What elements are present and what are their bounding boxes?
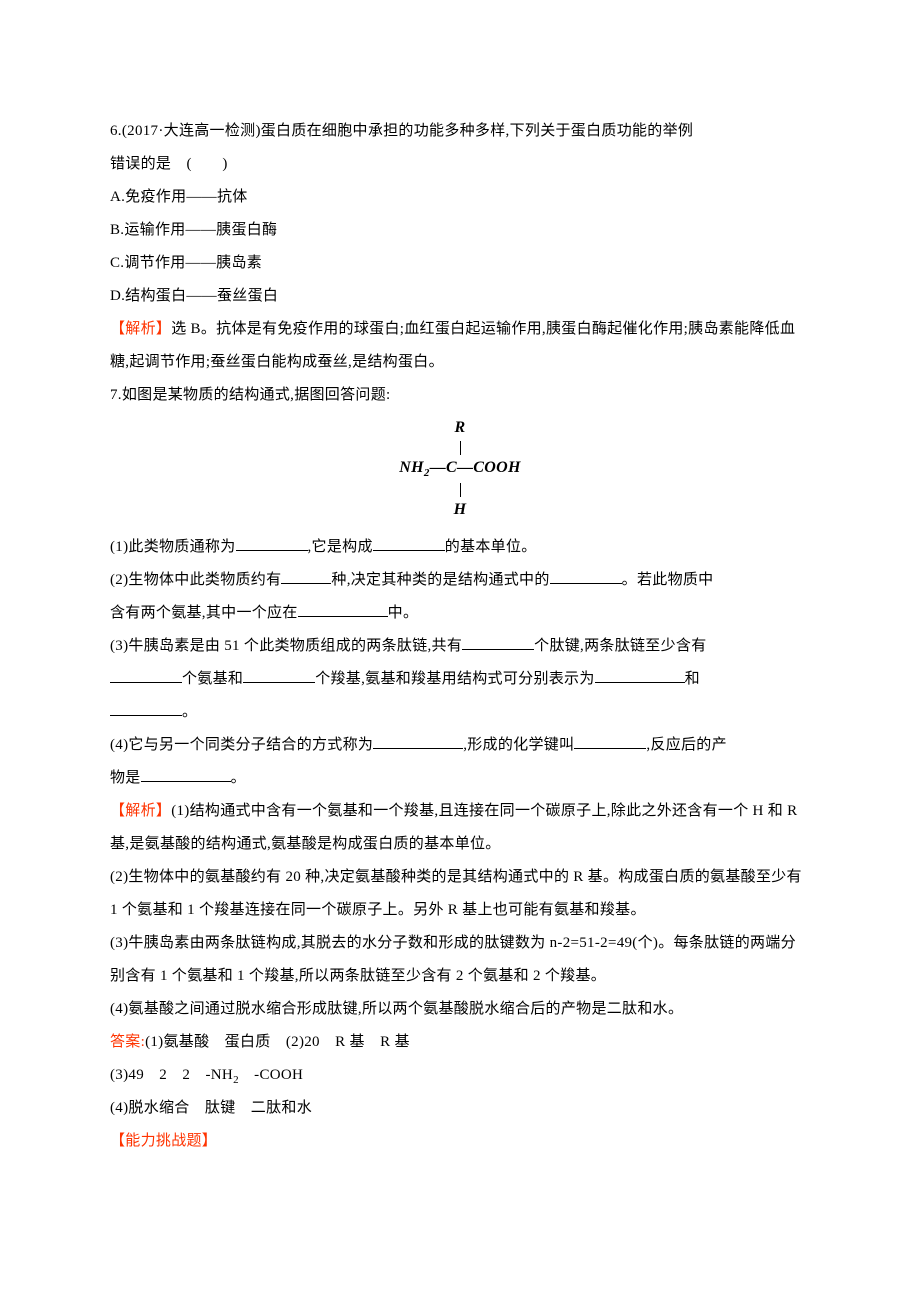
blank (462, 634, 534, 650)
q7-part3-line3: 。 (110, 696, 810, 729)
q7-part4-line1: (4)它与另一个同类分子结合的方式称为 ,形成的化学键叫 ,反应后的产 (110, 729, 810, 762)
formula-cooh: —COOH (457, 459, 521, 476)
q7-answer-1: 答案:(1)氨基酸 蛋白质 (2)20 R 基 R 基 (110, 1026, 810, 1059)
q7-p2-c: 。若此物质中 (622, 572, 714, 588)
blank (281, 568, 331, 584)
q7-explanation-1: 【解析】(1)结构通式中含有一个氨基和一个羧基,且连接在同一个碳原子上,除此之外… (110, 795, 810, 861)
q7-part2-line1: (2)生物体中此类物质约有 种,决定其种类的是结构通式中的 。若此物质中 (110, 564, 810, 597)
q7-part1: (1)此类物质通称为 ,它是构成 的基本单位。 (110, 531, 810, 564)
q7-answer-label: 答案: (110, 1034, 145, 1050)
q7-explanation-3: (3)牛胰岛素由两条肽链构成,其脱去的水分子数和形成的肽键数为 n-2=51-2… (110, 927, 810, 993)
blank (373, 733, 463, 749)
q7-p3-f: 。 (182, 704, 197, 720)
q7-p3-c: 个氨基和 (182, 671, 243, 687)
challenge-label: 【能力挑战题】 (110, 1133, 217, 1149)
formula-top: R (110, 418, 810, 439)
q7-p2-b: 种,决定其种类的是结构通式中的 (331, 572, 549, 588)
q7-p1-b: ,它是构成 (308, 539, 373, 555)
blank (243, 667, 315, 683)
formula-c: C (446, 459, 457, 476)
q7-p3-b: 个肽键,两条肽链至少含有 (534, 638, 706, 654)
formula-mid: NH2—C—COOH (110, 458, 810, 480)
q6-option-d: D.结构蛋白——蚕丝蛋白 (110, 280, 810, 313)
blank (141, 766, 231, 782)
q7-ans1-body: (1)氨基酸 蛋白质 (2)20 R 基 R 基 (145, 1034, 410, 1050)
q7-p2-d: 含有两个氨基,其中一个应在 (110, 605, 298, 621)
formula-bar-top (110, 439, 810, 459)
formula-bar-bot (110, 481, 810, 501)
q7-part3-line2: 个氨基和 个羧基,氨基和羧基用结构式可分别表示为 和 (110, 663, 810, 696)
q6-option-a: A.免疫作用——抗体 (110, 181, 810, 214)
blank (595, 667, 685, 683)
q7-p3-d: 个羧基,氨基和羧基用结构式可分别表示为 (315, 671, 594, 687)
q6-stem-line1: 6.(2017·大连高一检测)蛋白质在细胞中承担的功能多种多样,下列关于蛋白质功… (110, 115, 810, 148)
q7-p1-c: 的基本单位。 (445, 539, 537, 555)
q7-p4-a: (4)它与另一个同类分子结合的方式称为 (110, 737, 373, 753)
q7-p3-a: (3)牛胰岛素是由 51 个此类物质组成的两条肽链,共有 (110, 638, 462, 654)
q7-part3-line1: (3)牛胰岛素是由 51 个此类物质组成的两条肽链,共有 个肽键,两条肽链至少含有 (110, 630, 810, 663)
q6-option-b: B.运输作用——胰蛋白酶 (110, 214, 810, 247)
blank (298, 601, 388, 617)
q7-ans2-b: -COOH (239, 1067, 303, 1083)
q7-explanation-4: (4)氨基酸之间通过脱水缩合形成肽键,所以两个氨基酸脱水缩合后的产物是二肽和水。 (110, 993, 810, 1026)
blank (373, 535, 445, 551)
q7-p3-e: 和 (685, 671, 700, 687)
q6-option-c: C.调节作用——胰岛素 (110, 247, 810, 280)
q7-part2-line2: 含有两个氨基,其中一个应在 中。 (110, 597, 810, 630)
q7-part4-line2: 物是 。 (110, 762, 810, 795)
formula-dash1: — (430, 459, 446, 476)
q7-p2-e: 中。 (388, 605, 419, 621)
blank (550, 568, 622, 584)
q7-p2-a: (2)生物体中此类物质约有 (110, 572, 281, 588)
challenge-heading: 【能力挑战题】 (110, 1125, 810, 1158)
q6-explanation-body: 选 B。抗体是有免疫作用的球蛋白;血红蛋白起运输作用,胰蛋白酶起催化作用;胰岛素… (110, 321, 795, 370)
q7-ans2-a: (3)49 2 2 -NH (110, 1067, 233, 1083)
formula-nh: NH (399, 459, 424, 476)
q6-stem-line2: 错误的是 ( ) (110, 148, 810, 181)
q7-explanation-label: 【解析】 (110, 803, 171, 819)
formula-bot: H (110, 500, 810, 521)
q7-p1-a: (1)此类物质通称为 (110, 539, 236, 555)
q7-answer-2: (3)49 2 2 -NH2 -COOH (110, 1059, 810, 1092)
blank (574, 733, 646, 749)
blank (236, 535, 308, 551)
q7-answer-3: (4)脱水缩合 肽键 二肽和水 (110, 1092, 810, 1125)
q7-p4-d: 物是 (110, 770, 141, 786)
q6-explanation-label: 【解析】 (110, 321, 171, 337)
q7-explanation-2: (2)生物体中的氨基酸约有 20 种,决定氨基酸种类的是其结构通式中的 R 基。… (110, 861, 810, 927)
blank (110, 667, 182, 683)
q7-p4-c: ,反应后的产 (646, 737, 727, 753)
amino-acid-formula: R NH2—C—COOH H (110, 418, 810, 521)
q6-explanation: 【解析】选 B。抗体是有免疫作用的球蛋白;血红蛋白起运输作用,胰蛋白酶起催化作用… (110, 313, 810, 379)
q7-stem: 7.如图是某物质的结构通式,据图回答问题: (110, 379, 810, 412)
q7-expl1-body: (1)结构通式中含有一个氨基和一个羧基,且连接在同一个碳原子上,除此之外还含有一… (110, 803, 797, 852)
q7-p4-e: 。 (231, 770, 246, 786)
blank (110, 700, 182, 716)
q7-p4-b: ,形成的化学键叫 (463, 737, 574, 753)
